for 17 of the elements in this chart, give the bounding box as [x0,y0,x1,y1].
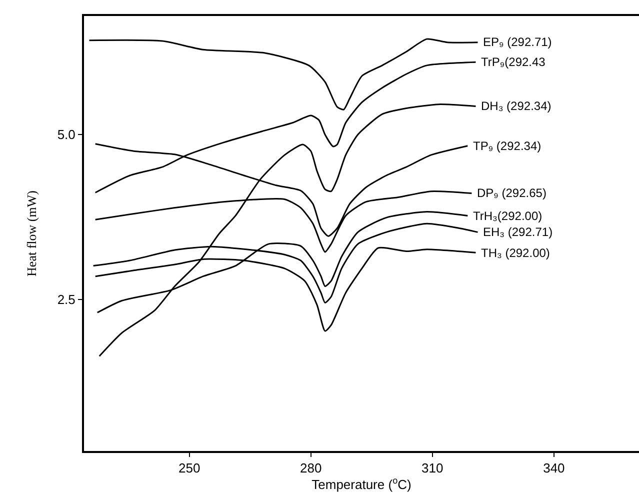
y-tick-label: 5.0 [57,127,76,142]
series-label: DP₉ (292.65) [477,186,546,200]
series-label: EH₃ (292.71) [483,225,553,239]
series-label: TrP₉(292.43 [481,55,546,69]
y-axis-title: Heat flow (mW) [24,190,39,276]
x-axis-title: Temperature ($^{o}$C) [312,476,412,492]
x-tick-label: 340 [543,460,565,476]
line-series [88,38,479,110]
series-label: DH₃ (292.34) [481,99,552,113]
series-label: TrH₃(292.00) [473,209,542,223]
series-label: EP₉ (292.71) [483,35,552,49]
y-tick-label: 2.5 [57,292,76,307]
x-tick-label: 250 [178,460,200,476]
x-tick-label: 310 [422,460,444,476]
series-label: TH₃ (292.00) [481,246,550,260]
series-label: TP₉ (292.34) [473,139,542,153]
x-tick-label: 280 [300,460,322,476]
